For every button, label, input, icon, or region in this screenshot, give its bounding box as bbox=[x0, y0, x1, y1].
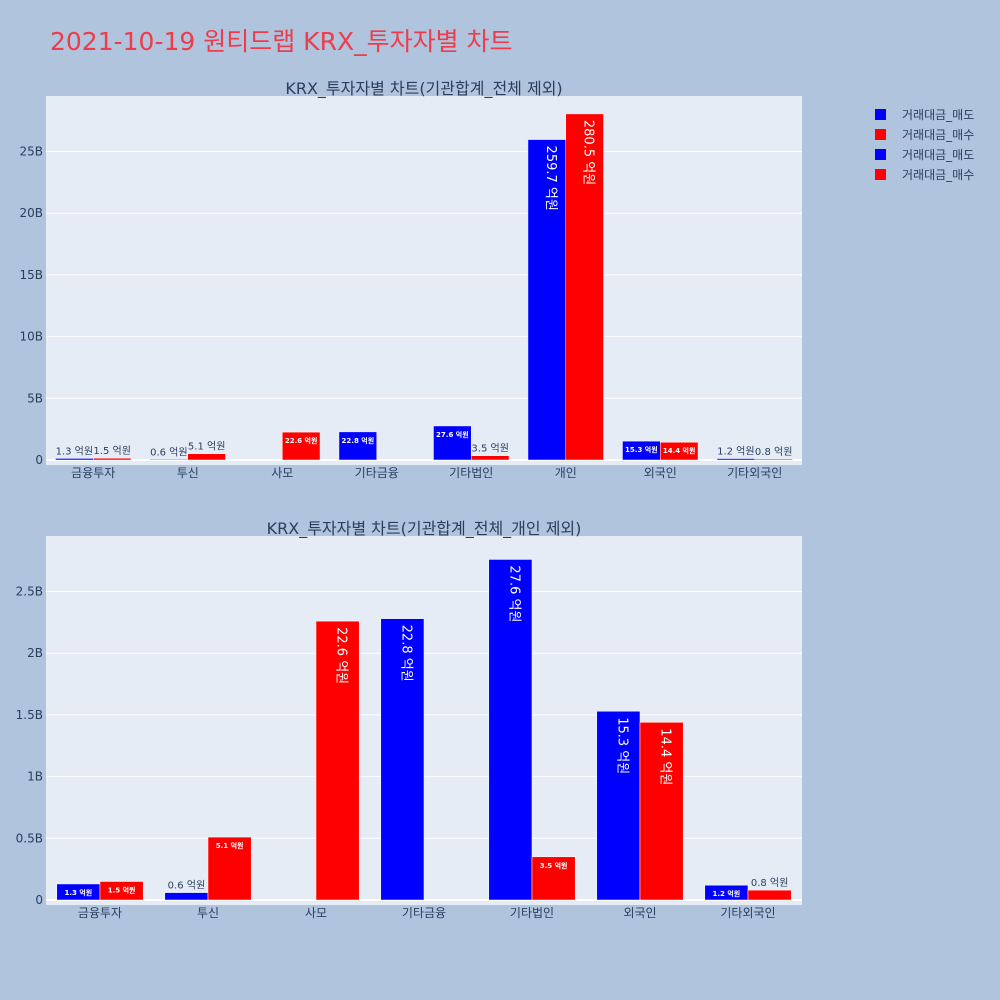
bar bbox=[187, 453, 226, 461]
bar bbox=[639, 722, 684, 901]
legend-label: 거래대금_매수 bbox=[902, 127, 975, 142]
x-tick-label: 금융투자 bbox=[71, 466, 115, 480]
data-label: 22.8 억원 bbox=[342, 436, 375, 445]
legend-swatch-icon bbox=[875, 148, 886, 160]
data-label: 1.5 억원 bbox=[93, 445, 130, 457]
data-label: 22.6 억원 bbox=[334, 627, 349, 684]
bar bbox=[282, 431, 321, 461]
bar bbox=[164, 892, 209, 901]
data-label: 15.3 억원 bbox=[625, 445, 658, 454]
data-label: 22.6 억원 bbox=[285, 436, 318, 445]
y-tick-label: 0.5B bbox=[16, 831, 43, 845]
x-tick-label: 투신 bbox=[177, 466, 199, 480]
bar bbox=[488, 559, 533, 901]
data-label: 1.2 억원 bbox=[717, 446, 754, 458]
legend-label: 거래대금_매도 bbox=[902, 107, 975, 122]
data-label: 259.7 억원 bbox=[543, 146, 558, 211]
y-tick-label: 0 bbox=[35, 893, 43, 907]
bar bbox=[149, 459, 188, 461]
plot-area bbox=[46, 96, 802, 465]
y-tick-label: 25B bbox=[19, 145, 43, 159]
x-tick-label: 기타외국인 bbox=[720, 906, 775, 920]
data-label: 1.3 억원 bbox=[65, 888, 93, 897]
bar bbox=[747, 889, 792, 901]
bar bbox=[754, 458, 793, 461]
data-label: 5.1 억원 bbox=[216, 841, 244, 850]
bar bbox=[55, 458, 94, 461]
x-tick-label: 기타법인 bbox=[510, 906, 554, 920]
data-label: 27.6 억원 bbox=[506, 565, 521, 622]
data-label: 0.6 억원 bbox=[150, 446, 187, 458]
legend-swatch-icon bbox=[875, 128, 886, 140]
x-tick-label: 사모 bbox=[305, 906, 327, 920]
data-label: 0.8 억원 bbox=[755, 446, 792, 458]
bar bbox=[471, 455, 510, 461]
y-tick-label: 2B bbox=[27, 646, 43, 660]
x-tick-label: 기타외국인 bbox=[727, 466, 782, 480]
legend-swatch-icon bbox=[875, 168, 886, 180]
bar bbox=[380, 618, 425, 901]
data-label: 1.2 억원 bbox=[713, 889, 741, 898]
bar bbox=[527, 139, 567, 461]
legend-label: 거래대금_매도 bbox=[902, 147, 975, 162]
legend-item[interactable]: 거래대금_매도 bbox=[875, 144, 974, 164]
x-tick-label: 사모 bbox=[271, 466, 293, 480]
bar bbox=[565, 113, 604, 461]
bar bbox=[207, 836, 252, 901]
legend-label: 거래대금_매수 bbox=[902, 167, 975, 182]
x-tick-label: 개인 bbox=[555, 466, 577, 480]
bar bbox=[531, 856, 576, 901]
x-tick-label: 기타금융 bbox=[355, 466, 399, 480]
data-label: 1.5 억원 bbox=[108, 885, 136, 894]
y-tick-label: 10B bbox=[19, 330, 43, 344]
y-tick-label: 0 bbox=[35, 453, 43, 467]
x-tick-label: 외국인 bbox=[644, 466, 677, 480]
y-tick-label: 20B bbox=[19, 206, 43, 220]
page-title: 2021-10-19 원티드랩 KRX_투자자별 차트 bbox=[50, 27, 513, 56]
y-tick-label: 1B bbox=[27, 770, 43, 784]
x-tick-label: 외국인 bbox=[623, 906, 656, 920]
data-label: 3.5 억원 bbox=[471, 443, 508, 455]
data-label: 14.4 억원 bbox=[658, 728, 673, 785]
legend-item[interactable]: 거래대금_매도 bbox=[875, 104, 974, 124]
x-tick-label: 기타법인 bbox=[449, 466, 493, 480]
y-tick-label: 2.5B bbox=[16, 585, 43, 599]
bar bbox=[338, 431, 378, 461]
legend-item[interactable]: 거래대금_매수 bbox=[875, 124, 974, 144]
data-label: 5.1 억원 bbox=[188, 441, 225, 453]
data-label: 0.6 억원 bbox=[168, 880, 205, 892]
data-label: 1.3 억원 bbox=[56, 445, 93, 457]
y-tick-label: 15B bbox=[19, 268, 43, 282]
legend-item[interactable]: 거래대금_매수 bbox=[875, 164, 974, 184]
bar bbox=[716, 458, 756, 461]
chart-title: KRX_투자자별 차트(기관합계_전체 제외) bbox=[285, 79, 562, 99]
bar bbox=[433, 425, 472, 461]
legend-swatch-icon bbox=[875, 108, 886, 120]
legend[interactable]: 거래대금_매도 거래대금_매수 거래대금_매도 거래대금_매수 bbox=[875, 104, 974, 184]
bar bbox=[660, 441, 699, 461]
data-label: 3.5 억원 bbox=[540, 861, 568, 870]
data-label: 27.6 억원 bbox=[436, 430, 469, 439]
x-tick-label: 투신 bbox=[197, 906, 219, 920]
bar bbox=[93, 457, 132, 461]
data-label: 280.5 억원 bbox=[581, 120, 596, 185]
y-tick-label: 1.5B bbox=[16, 708, 43, 722]
x-tick-label: 기타금융 bbox=[402, 906, 446, 920]
bar bbox=[596, 710, 641, 901]
chart-title: KRX_투자자별 차트(기관합계_전체_개인 제외) bbox=[267, 519, 582, 539]
x-tick-label: 금융투자 bbox=[78, 906, 122, 920]
bar bbox=[99, 881, 144, 901]
data-label: 22.8 억원 bbox=[398, 625, 413, 682]
data-label: 14.4 억원 bbox=[663, 446, 696, 455]
data-label: 15.3 억원 bbox=[614, 717, 629, 774]
bar bbox=[315, 620, 360, 901]
data-label: 0.8 억원 bbox=[751, 877, 788, 889]
y-tick-label: 5B bbox=[27, 391, 43, 405]
